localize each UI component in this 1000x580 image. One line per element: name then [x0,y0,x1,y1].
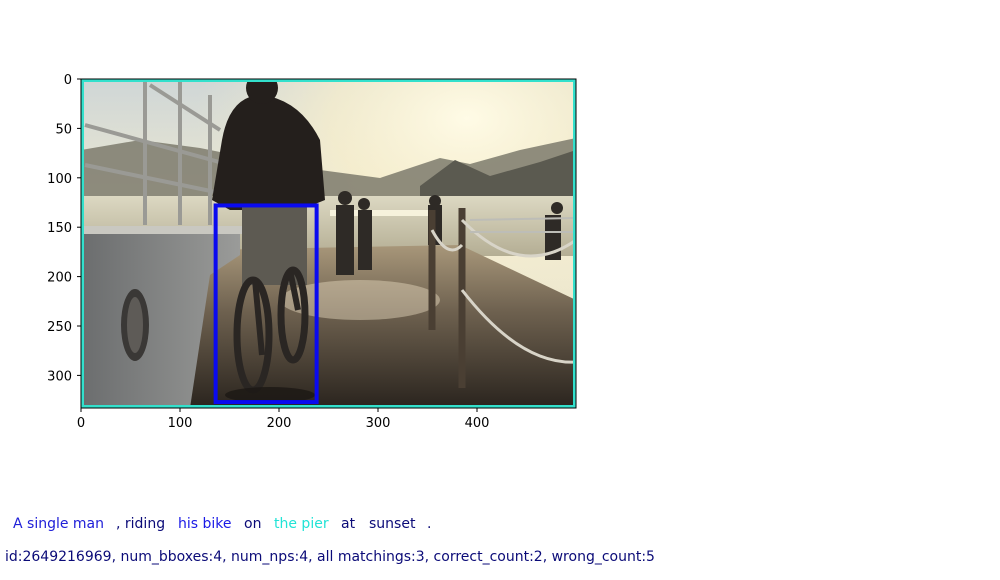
caption-token: on [244,516,262,532]
caption-token: . [427,516,432,532]
bounding-box [213,203,319,405]
x-tick-label: 0 [77,416,85,431]
axes-frame [80,78,577,409]
caption-token: , riding [116,516,166,532]
y-tick-label: 250 [47,320,72,335]
caption-token: at [341,516,356,532]
y-tick-label: 150 [47,221,72,236]
caption-token: sunset [369,516,416,532]
caption-token: his bike [178,516,232,532]
y-tick-label: 100 [47,172,72,187]
x-tick-label: 300 [366,416,391,431]
y-tick-label: 300 [47,369,72,384]
x-tick-label: 200 [267,416,292,431]
caption-token: the pier [274,516,329,532]
y-axis-ticks: 0 50 100 150 200 250 300 [47,73,81,384]
y-tick-label: 0 [64,73,72,88]
y-tick-label: 200 [47,271,72,286]
image-border [81,79,576,408]
caption-token: A single man [13,516,105,532]
caption: A single man , riding his bike on the pier at… [0,512,1000,532]
stats-line: id:2649216969, num_bboxes:4, num_nps:4, … [5,549,655,565]
x-tick-label: 100 [168,416,193,431]
photo-image [81,79,576,408]
x-tick-label: 400 [465,416,490,431]
y-tick-label: 50 [55,122,72,137]
x-axis-ticks: 0 100 200 300 400 [77,408,490,431]
